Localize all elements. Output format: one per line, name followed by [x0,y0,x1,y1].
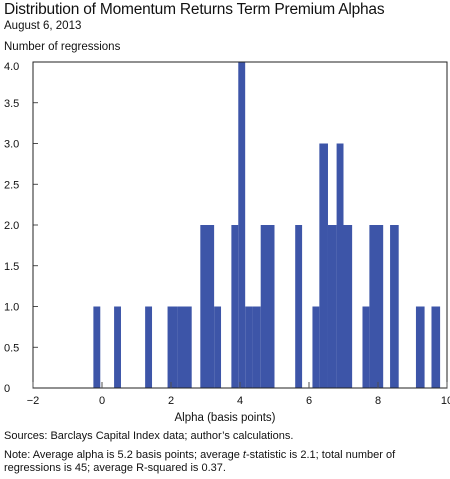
x-tick-label: 8 [375,395,381,407]
x-tick-label: 2 [168,395,174,407]
histogram-bar-16 [336,143,344,388]
histogram-bar-3 [167,306,178,388]
histogram-chart: −2 0 2 4 6 8 10 0 0.5 1.0 1.5 2.0 2.5 3.0 3.5 4.0 [4,61,450,407]
histogram-bar-6 [214,306,222,388]
histogram-bar-18 [362,306,370,388]
y-tick-label: 3.0 [4,139,19,151]
histogram-bar-1 [114,306,121,388]
histogram-bar-17 [343,225,353,388]
histogram-bar-9 [245,306,253,388]
y-tick-label: 4.0 [4,61,19,73]
source-note: Sources: Barclays Capital Index data; au… [4,430,294,442]
histogram-bar-13 [312,306,320,388]
histogram-bar-5 [200,225,215,388]
histogram-bar-22 [431,306,441,388]
chart-title: Distribution of Momentum Returns Term Pr… [4,1,385,18]
histogram-bar-11 [260,225,275,388]
histogram-bar-19 [369,225,384,388]
histogram-bar-20 [390,225,399,388]
x-tick-label: −2 [27,395,40,407]
histogram-bar-12 [295,225,303,388]
footnote-italic: t [242,449,246,461]
histogram-bar-2 [145,306,153,388]
chart-date: August 6, 2013 [4,20,82,32]
footnote: Note: Average alpha is 5.2 basis points;… [4,449,448,475]
y-tick-label: 3.5 [4,98,19,110]
y-tick-label: 1.0 [4,302,19,314]
y-tick-label: 2.0 [4,220,19,232]
histogram-bar-4 [177,306,192,388]
x-tick-label: 10 [441,395,450,407]
footnote-suffix: -statistic is 2.1; total number of regre… [4,449,396,474]
histogram-bar-15 [327,225,337,388]
y-tick-label: 0.5 [4,342,19,354]
x-ticks: −2 0 2 4 6 8 10 [27,382,450,407]
histogram-bar-10 [252,306,261,388]
bars-group [93,62,441,388]
histogram-bar-0 [93,306,101,388]
y-tick-label: 1.5 [4,261,19,273]
histogram-bar-14 [319,143,328,388]
y-ticks: 0 0.5 1.0 1.5 2.0 2.5 3.0 3.5 4.0 [4,61,38,395]
x-tick-label: 4 [237,395,243,407]
y-tick-label: 2.5 [4,179,19,191]
histogram-bar-7 [231,225,239,388]
histogram-bar-8 [238,62,246,388]
x-tick-label: 6 [306,395,312,407]
histogram-bar-21 [415,306,425,388]
footnote-prefix: Note: Average alpha is 5.2 basis points;… [4,449,243,461]
x-tick-label: 0 [99,395,105,407]
x-axis-label: Alpha (basis points) [174,412,276,424]
y-tick-label: 0 [4,383,10,395]
y-axis-label: Number of regressions [4,41,121,53]
